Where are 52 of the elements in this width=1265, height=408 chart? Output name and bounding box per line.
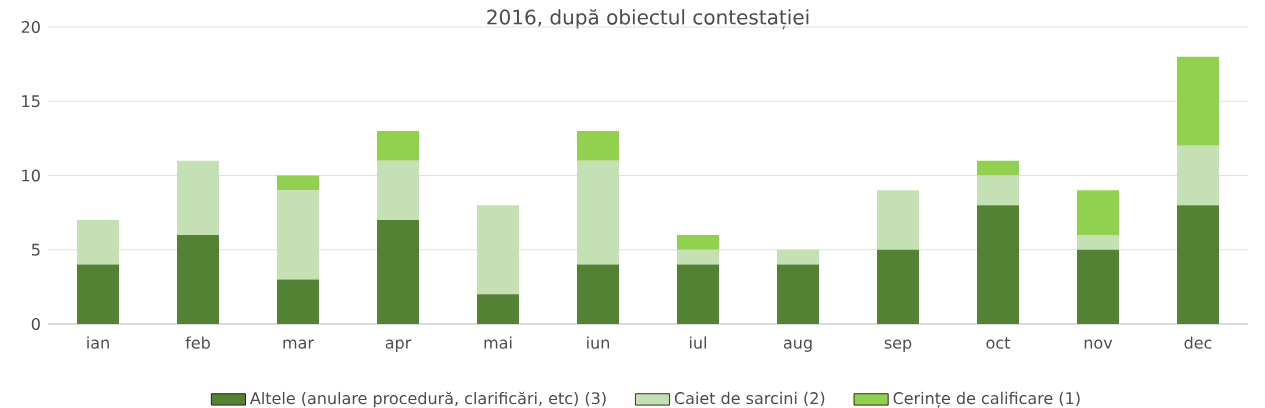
bar (377, 220, 419, 324)
x-tick-label: aug (783, 339, 812, 352)
legend-label: Caiet de sarcini (2) (674, 391, 825, 407)
x-tick-label: iun (587, 336, 610, 349)
x-tick-label: dec (1184, 336, 1212, 349)
bar (277, 175, 319, 191)
x-tick-label: ian (87, 336, 109, 349)
y-tick-label: 10 (22, 169, 40, 182)
x-tick-label: iul (689, 336, 707, 349)
bar (377, 160, 419, 221)
bar (77, 220, 119, 265)
bar (877, 249, 920, 324)
x-tick-label: mai (484, 336, 512, 349)
bar (177, 160, 219, 235)
bar (1077, 190, 1120, 235)
bar (77, 264, 119, 324)
y-tick-label: 20 (21, 20, 40, 34)
bar (577, 160, 620, 265)
y-tick-label: 15 (22, 95, 40, 108)
y-tick-label: 5 (31, 243, 40, 256)
x-tick-label: oct (986, 337, 1011, 349)
bar (777, 264, 820, 324)
bar (477, 205, 519, 295)
bar (877, 190, 920, 250)
y-tick-label: 0 (31, 317, 40, 331)
bar (477, 294, 519, 324)
x-tick-label: apr (385, 339, 412, 352)
bar (977, 205, 1019, 324)
legend-label: Altele (anulare procedură, clarificări, etc) (3) (250, 391, 606, 408)
chart-title: 2016, după obiectul contestației (487, 9, 809, 30)
x-tick-label: mar (283, 339, 314, 349)
bar (1177, 205, 1220, 324)
bar (577, 264, 620, 324)
bar (677, 264, 719, 324)
bar (277, 190, 319, 280)
x-tick-label: sep (884, 339, 912, 352)
bar (977, 160, 1019, 176)
bar (1077, 234, 1120, 250)
bar (577, 130, 620, 161)
bar (1177, 145, 1220, 206)
bar (277, 279, 319, 324)
bar (1177, 56, 1220, 146)
bar (677, 249, 719, 265)
bar (1077, 249, 1120, 324)
bar (777, 249, 820, 265)
x-tick-label: feb (185, 336, 210, 349)
bar (677, 234, 719, 250)
bar (177, 234, 219, 324)
bar (377, 130, 419, 161)
bar (977, 175, 1019, 206)
x-tick-label: nov (1084, 339, 1113, 349)
legend-label: Cerințe de calificare (1) (893, 391, 1080, 408)
